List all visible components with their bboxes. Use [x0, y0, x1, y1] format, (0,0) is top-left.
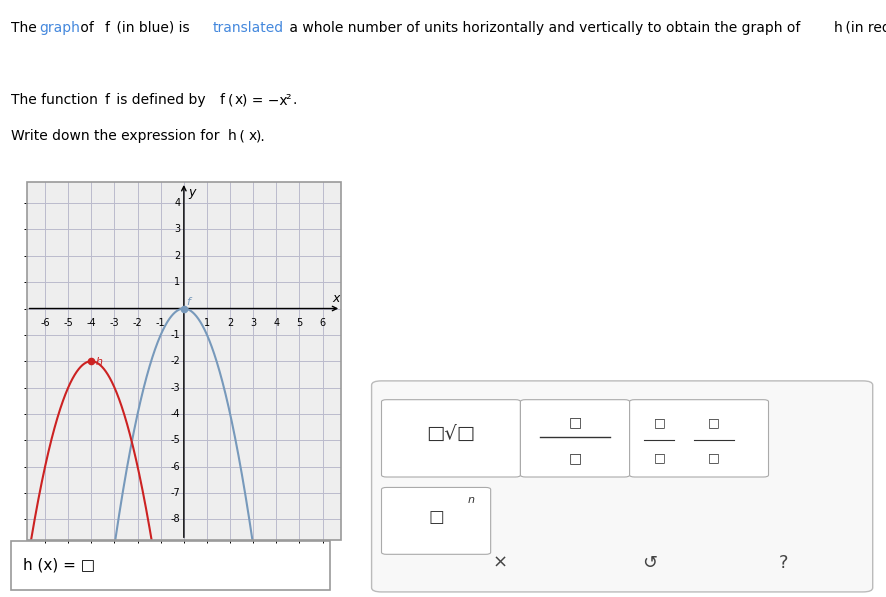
- Text: translated: translated: [213, 21, 284, 35]
- Text: □: □: [654, 452, 665, 464]
- Text: 1: 1: [175, 277, 181, 287]
- Text: (in blue) is: (in blue) is: [112, 21, 194, 35]
- FancyBboxPatch shape: [382, 487, 491, 554]
- Text: -4: -4: [87, 318, 97, 328]
- Text: y: y: [188, 186, 196, 199]
- Text: x: x: [332, 292, 340, 305]
- Text: x: x: [235, 93, 243, 107]
- Text: -6: -6: [40, 318, 50, 328]
- Text: □: □: [708, 452, 719, 464]
- Text: -1: -1: [156, 318, 166, 328]
- Text: □: □: [428, 507, 444, 526]
- Text: h (x) = □: h (x) = □: [23, 558, 96, 573]
- Text: (: (: [228, 93, 233, 107]
- Text: ↺: ↺: [641, 553, 657, 572]
- Text: ×: ×: [493, 553, 509, 572]
- Text: ²: ²: [285, 93, 291, 107]
- Text: is defined by: is defined by: [112, 93, 210, 107]
- Text: 5: 5: [296, 318, 303, 328]
- FancyBboxPatch shape: [520, 400, 630, 477]
- Text: f: f: [220, 93, 225, 107]
- Text: -3: -3: [171, 383, 181, 392]
- Text: graph: graph: [40, 21, 81, 35]
- FancyBboxPatch shape: [630, 400, 768, 477]
- Text: f: f: [105, 21, 110, 35]
- Text: n: n: [467, 495, 474, 505]
- Text: ?: ?: [779, 553, 789, 572]
- Text: □: □: [569, 451, 581, 465]
- Text: (: (: [235, 129, 245, 143]
- Text: -4: -4: [171, 409, 181, 419]
- Text: .: .: [292, 93, 297, 107]
- Text: ).: ).: [256, 129, 266, 143]
- Text: □: □: [569, 416, 581, 430]
- FancyBboxPatch shape: [382, 400, 520, 477]
- Text: 4: 4: [273, 318, 279, 328]
- Text: ) = −x: ) = −x: [242, 93, 287, 107]
- Text: -1: -1: [171, 330, 181, 340]
- FancyBboxPatch shape: [371, 381, 873, 592]
- Text: □: □: [708, 416, 719, 429]
- Text: -8: -8: [171, 514, 181, 524]
- Text: The: The: [11, 21, 41, 35]
- Text: -5: -5: [171, 435, 181, 445]
- Text: 3: 3: [250, 318, 256, 328]
- Text: x: x: [249, 129, 257, 143]
- Text: f: f: [187, 297, 190, 307]
- Text: -3: -3: [110, 318, 120, 328]
- Text: of: of: [75, 21, 97, 35]
- Text: -7: -7: [171, 488, 181, 498]
- Text: The function: The function: [11, 93, 102, 107]
- Text: h: h: [228, 129, 236, 143]
- Text: (in red).: (in red).: [841, 21, 886, 35]
- Text: a whole number of units horizontally and vertically to obtain the graph of: a whole number of units horizontally and…: [285, 21, 804, 35]
- Text: 2: 2: [175, 251, 181, 261]
- Text: Write down the expression for: Write down the expression for: [11, 129, 223, 143]
- Text: -2: -2: [171, 356, 181, 366]
- Text: h: h: [96, 357, 103, 367]
- Text: 6: 6: [320, 318, 326, 328]
- Text: -5: -5: [63, 318, 73, 328]
- Text: -2: -2: [133, 318, 143, 328]
- Text: □√□: □√□: [426, 424, 476, 442]
- Text: -6: -6: [171, 461, 181, 472]
- Text: f: f: [105, 93, 110, 107]
- Text: h: h: [834, 21, 843, 35]
- Text: 3: 3: [175, 224, 181, 235]
- Text: 2: 2: [227, 318, 233, 328]
- Text: 1: 1: [204, 318, 210, 328]
- Text: □: □: [654, 416, 665, 429]
- Text: 4: 4: [175, 198, 181, 208]
